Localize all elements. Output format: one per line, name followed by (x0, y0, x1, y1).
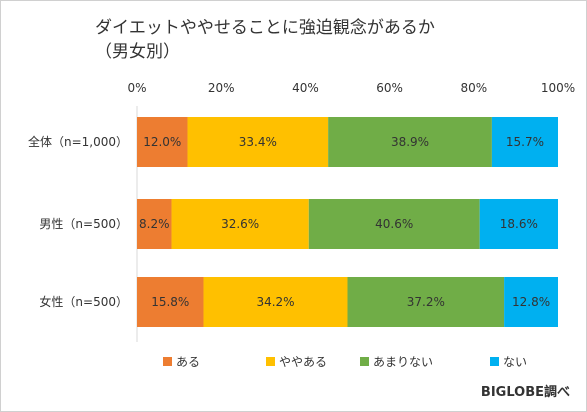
data-label: 32.6% (221, 217, 259, 231)
data-label: 12.0% (143, 135, 181, 149)
data-label: 12.8% (512, 295, 550, 309)
bar-row: 15.8% 34.2% 37.2% 12.8% (137, 277, 558, 327)
legend-item: ややある (266, 355, 327, 369)
bar-segment (328, 117, 492, 167)
data-label: 38.9% (391, 135, 429, 149)
bar-segment (479, 199, 558, 249)
data-label: 8.2% (139, 217, 170, 231)
bar-segment (491, 117, 558, 167)
category-label: 全体（n=1,000） (28, 134, 128, 149)
data-label: 37.2% (407, 295, 445, 309)
bar-segment (137, 199, 172, 249)
category-label: 男性（n=500） (39, 217, 128, 231)
bar-segment (137, 277, 204, 327)
x-tick-label: 0% (127, 81, 146, 95)
legend-swatch (490, 357, 499, 366)
chart-title-line-1: ダイエットややせることに強迫観念があるか (95, 17, 435, 38)
bar-segment (504, 277, 558, 327)
legend-swatch (163, 357, 172, 366)
legend-item: あまりない (360, 355, 433, 369)
x-tick-label: 20% (208, 81, 235, 95)
bars-group: 12.0% 33.4% 38.9% 15.7% 8.2% 32.6% 40.6% 18.6% 1… (137, 117, 558, 327)
x-tick-label: 60% (376, 81, 403, 95)
legend-swatch (266, 357, 275, 366)
legend-label: ない (503, 355, 527, 369)
x-tick-label: 80% (460, 81, 487, 95)
category-labels: 全体（n=1,000） 男性（n=500） 女性（n=500） (28, 134, 128, 309)
bar-row: 8.2% 32.6% 40.6% 18.6% (137, 199, 558, 249)
legend-swatch (360, 357, 369, 366)
legend: ある ややある あまりない ない (163, 355, 527, 369)
category-label: 女性（n=500） (39, 294, 128, 309)
legend-label: あまりない (373, 355, 433, 369)
x-tick-label: 100% (541, 81, 575, 95)
bar-segment (203, 277, 348, 327)
legend-item: ない (490, 355, 527, 369)
legend-item: ある (163, 355, 200, 369)
bar-row: 12.0% 33.4% 38.9% 15.7% (137, 117, 558, 167)
data-label: 15.7% (506, 135, 544, 149)
bar-segment (308, 199, 480, 249)
chart-title-line-2: （男女別） (95, 42, 180, 62)
data-label: 18.6% (500, 217, 538, 231)
source-label: BIGLOBE調べ (481, 384, 570, 400)
x-axis-ticks: 0% 20% 40% 60% 80% 100% (127, 81, 575, 95)
data-label: 40.6% (375, 217, 413, 231)
bar-segment (187, 117, 329, 167)
bar-segment (137, 117, 188, 167)
data-label: 34.2% (256, 295, 294, 309)
data-label: 33.4% (239, 135, 277, 149)
data-label: 15.8% (151, 295, 189, 309)
legend-label: ある (176, 355, 200, 369)
bar-segment (347, 277, 505, 327)
legend-label: ややある (279, 355, 327, 369)
x-tick-label: 40% (292, 81, 319, 95)
bar-segment (171, 199, 309, 249)
